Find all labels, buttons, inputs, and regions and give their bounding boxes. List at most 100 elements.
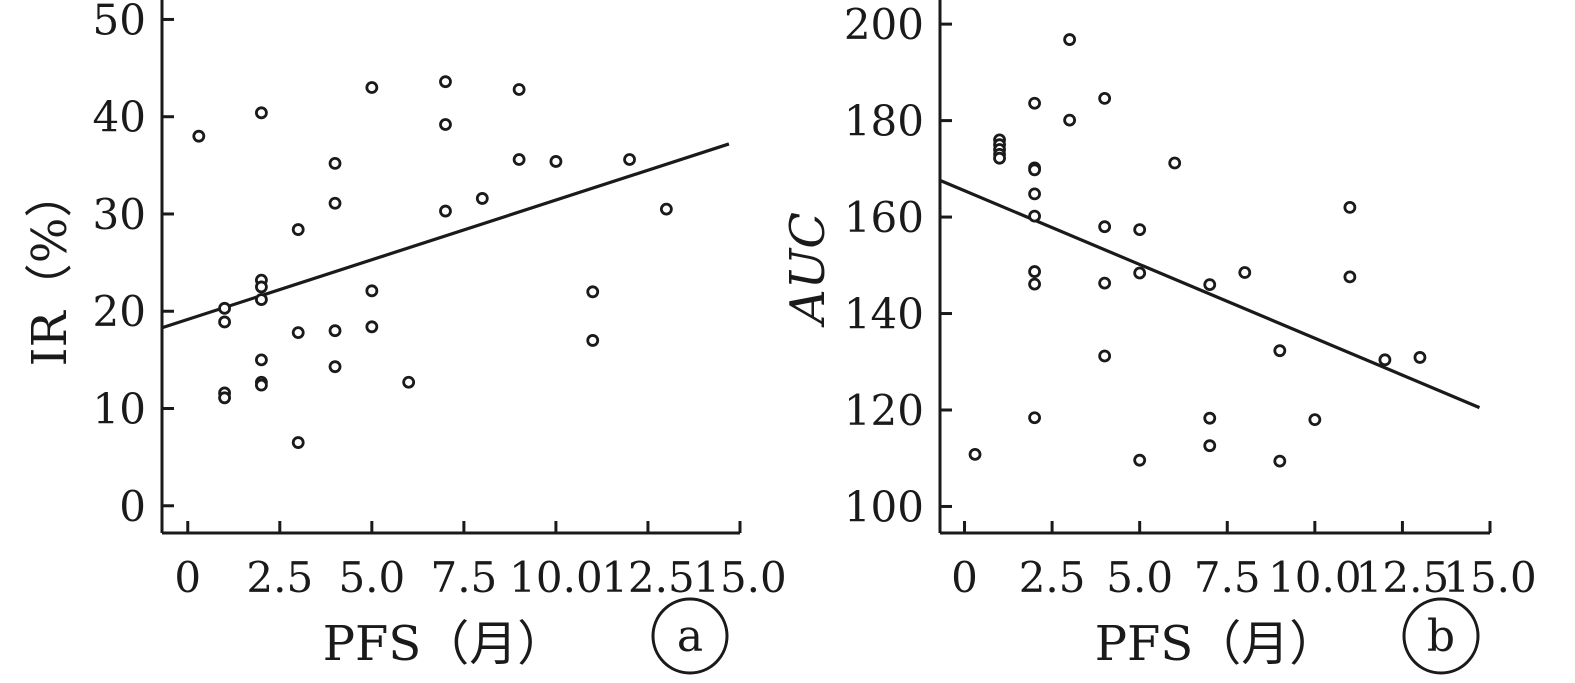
panel-a-x-tick-label: 2.5	[246, 553, 313, 602]
panel-a-y-tick-label: 30	[93, 190, 146, 239]
panel-b-x-tick-label: 0	[951, 553, 978, 602]
panel-a-data-point	[475, 192, 489, 205]
panel-b-data-point	[1098, 276, 1112, 290]
panel-b-data-point	[1028, 163, 1041, 177]
panel-a-data-point	[659, 202, 673, 216]
panel-a-x-tick-label: 15.0	[693, 553, 787, 602]
panel-b-x-axis-title: PFS（月）	[1095, 616, 1338, 672]
panel-b-data-point	[1063, 113, 1077, 127]
panel-b-data-point	[1203, 411, 1217, 425]
panel-a-data-point	[365, 81, 379, 94]
panel-b-data-point	[1343, 201, 1357, 214]
panel-b-data-point	[1028, 209, 1041, 223]
panel-a-data-point	[365, 284, 379, 298]
panel-b-y-tick-label: 120	[844, 386, 924, 435]
panel-a-x-tick-label: 12.5	[601, 553, 695, 602]
panel-b-data-point	[1028, 96, 1041, 110]
panel-b-x-tick-label: 10.0	[1268, 553, 1362, 602]
panel-a-x-tick-label: 5.0	[338, 553, 405, 602]
panel-a-y-tick-label: 0	[119, 482, 146, 531]
panel-b-data-point	[1238, 266, 1252, 279]
panel-b-data-point	[1203, 278, 1217, 291]
panel-b-data-point	[1308, 413, 1322, 427]
panel-a-data-point	[291, 326, 305, 340]
panel-a-data-point	[255, 280, 268, 294]
panel-b-badge	[1402, 597, 1480, 675]
panel-a-y-tick-label: 10	[93, 385, 146, 434]
panel-b-y-tick-label: 200	[844, 0, 924, 49]
panel-a-data-point	[328, 360, 342, 374]
panel-b-data-point	[1028, 277, 1041, 291]
panel-a-data-point	[512, 153, 526, 166]
panel-a-data-point	[439, 75, 452, 89]
panel-a-data-point	[328, 324, 342, 338]
panel-a: IR（%） PFS（月） a 0 2.5 5.0 7.5 10.012.515.0 0 10…	[22, 0, 787, 675]
panel-a-data-point	[291, 436, 305, 449]
panel-a-data-point	[255, 378, 268, 392]
panel-a-data-point	[586, 285, 600, 299]
panel-b-letter: b	[1427, 611, 1455, 662]
panel-a-badge	[651, 597, 729, 675]
panel-a-x-axis-title: PFS（月）	[323, 616, 566, 672]
panel-a-y-tick-label: 20	[93, 287, 146, 336]
panel-a-data-point	[218, 301, 231, 315]
panel-a-x-tick-label: 10.0	[509, 553, 603, 602]
panel-a-data-point	[255, 353, 268, 367]
panel-a-data-point	[255, 106, 268, 120]
panel-b-data-point	[1098, 349, 1112, 363]
panel-b-data-point	[1028, 265, 1041, 278]
panel-b-data-point	[1098, 220, 1112, 234]
panel-b-y-tick-label: 160	[844, 193, 924, 242]
panel-b-x-tick-label: 12.5	[1356, 553, 1450, 602]
panel-b-data-point	[1343, 270, 1357, 284]
panel-a-data-point	[402, 375, 416, 389]
panel-b-x-tick-label: 5.0	[1106, 553, 1173, 602]
panel-b-y-tick-label: 180	[844, 97, 924, 146]
panel-a-data-point	[291, 223, 305, 236]
panel-b-data-point	[1063, 33, 1077, 46]
panel-b-x-tick-label: 2.5	[1019, 553, 1086, 602]
panel-b-data-point	[1413, 351, 1427, 364]
panel-b-data-point	[1028, 411, 1041, 425]
panel-a-data-point	[549, 155, 563, 168]
panel-b-data-point	[968, 447, 982, 461]
panel-a-data-point	[255, 293, 268, 306]
panel-a-y-tick-label: 50	[93, 0, 146, 44]
panel-b-x-tick-label: 7.5	[1194, 553, 1261, 602]
panel-a-data-point	[512, 83, 526, 96]
panel-a-data-point	[218, 315, 231, 329]
panel-a-y-axis-title: IR（%）	[22, 170, 78, 367]
panel-a-x-tick-label: 0	[174, 553, 201, 602]
panel-b-data-point	[1098, 92, 1112, 105]
panel-a-y-tick-label: 40	[93, 93, 146, 142]
panel-b-data-point	[1168, 156, 1182, 170]
panel-b-data-point	[1273, 454, 1287, 468]
panel-a-data-point	[439, 204, 452, 218]
panel-a-letter: a	[677, 611, 703, 662]
panel-b-data-point	[993, 151, 1006, 165]
panel-a-data-point	[192, 129, 206, 143]
panel-b-data-point	[1203, 439, 1217, 453]
panel-a-data-point	[586, 334, 600, 347]
panel-a-data-point	[439, 118, 452, 131]
panel-b-data-point	[1273, 344, 1287, 358]
panel-b-y-tick-label: 140	[844, 290, 924, 339]
panel-b-x-tick-label: 15.0	[1443, 553, 1537, 602]
panel-b-data-point	[1133, 266, 1147, 280]
panel-a-data-point	[623, 153, 636, 166]
panel-b-data-point	[1133, 223, 1147, 237]
panel-b-y-axis-title: AUC	[780, 212, 836, 328]
panel-a-regression-line	[161, 142, 730, 330]
panel-b-data-point	[1378, 353, 1392, 367]
panel-b-y-tick-label: 100	[844, 482, 924, 531]
panel-a-data-point	[328, 157, 342, 170]
panel-b: AUC PFS（月） b 0 2.5 5.0 7.5 10.012.515.0 100 12…	[780, 0, 1537, 675]
panel-a-data-point	[328, 196, 342, 210]
panel-b-data-point	[1133, 453, 1147, 467]
panel-b-regression-line	[939, 178, 1481, 410]
panel-a-data-point	[365, 320, 379, 334]
panel-b-data-point	[1028, 187, 1041, 201]
panel-a-data-point	[218, 391, 231, 405]
panel-a-x-tick-label: 7.5	[430, 553, 497, 602]
